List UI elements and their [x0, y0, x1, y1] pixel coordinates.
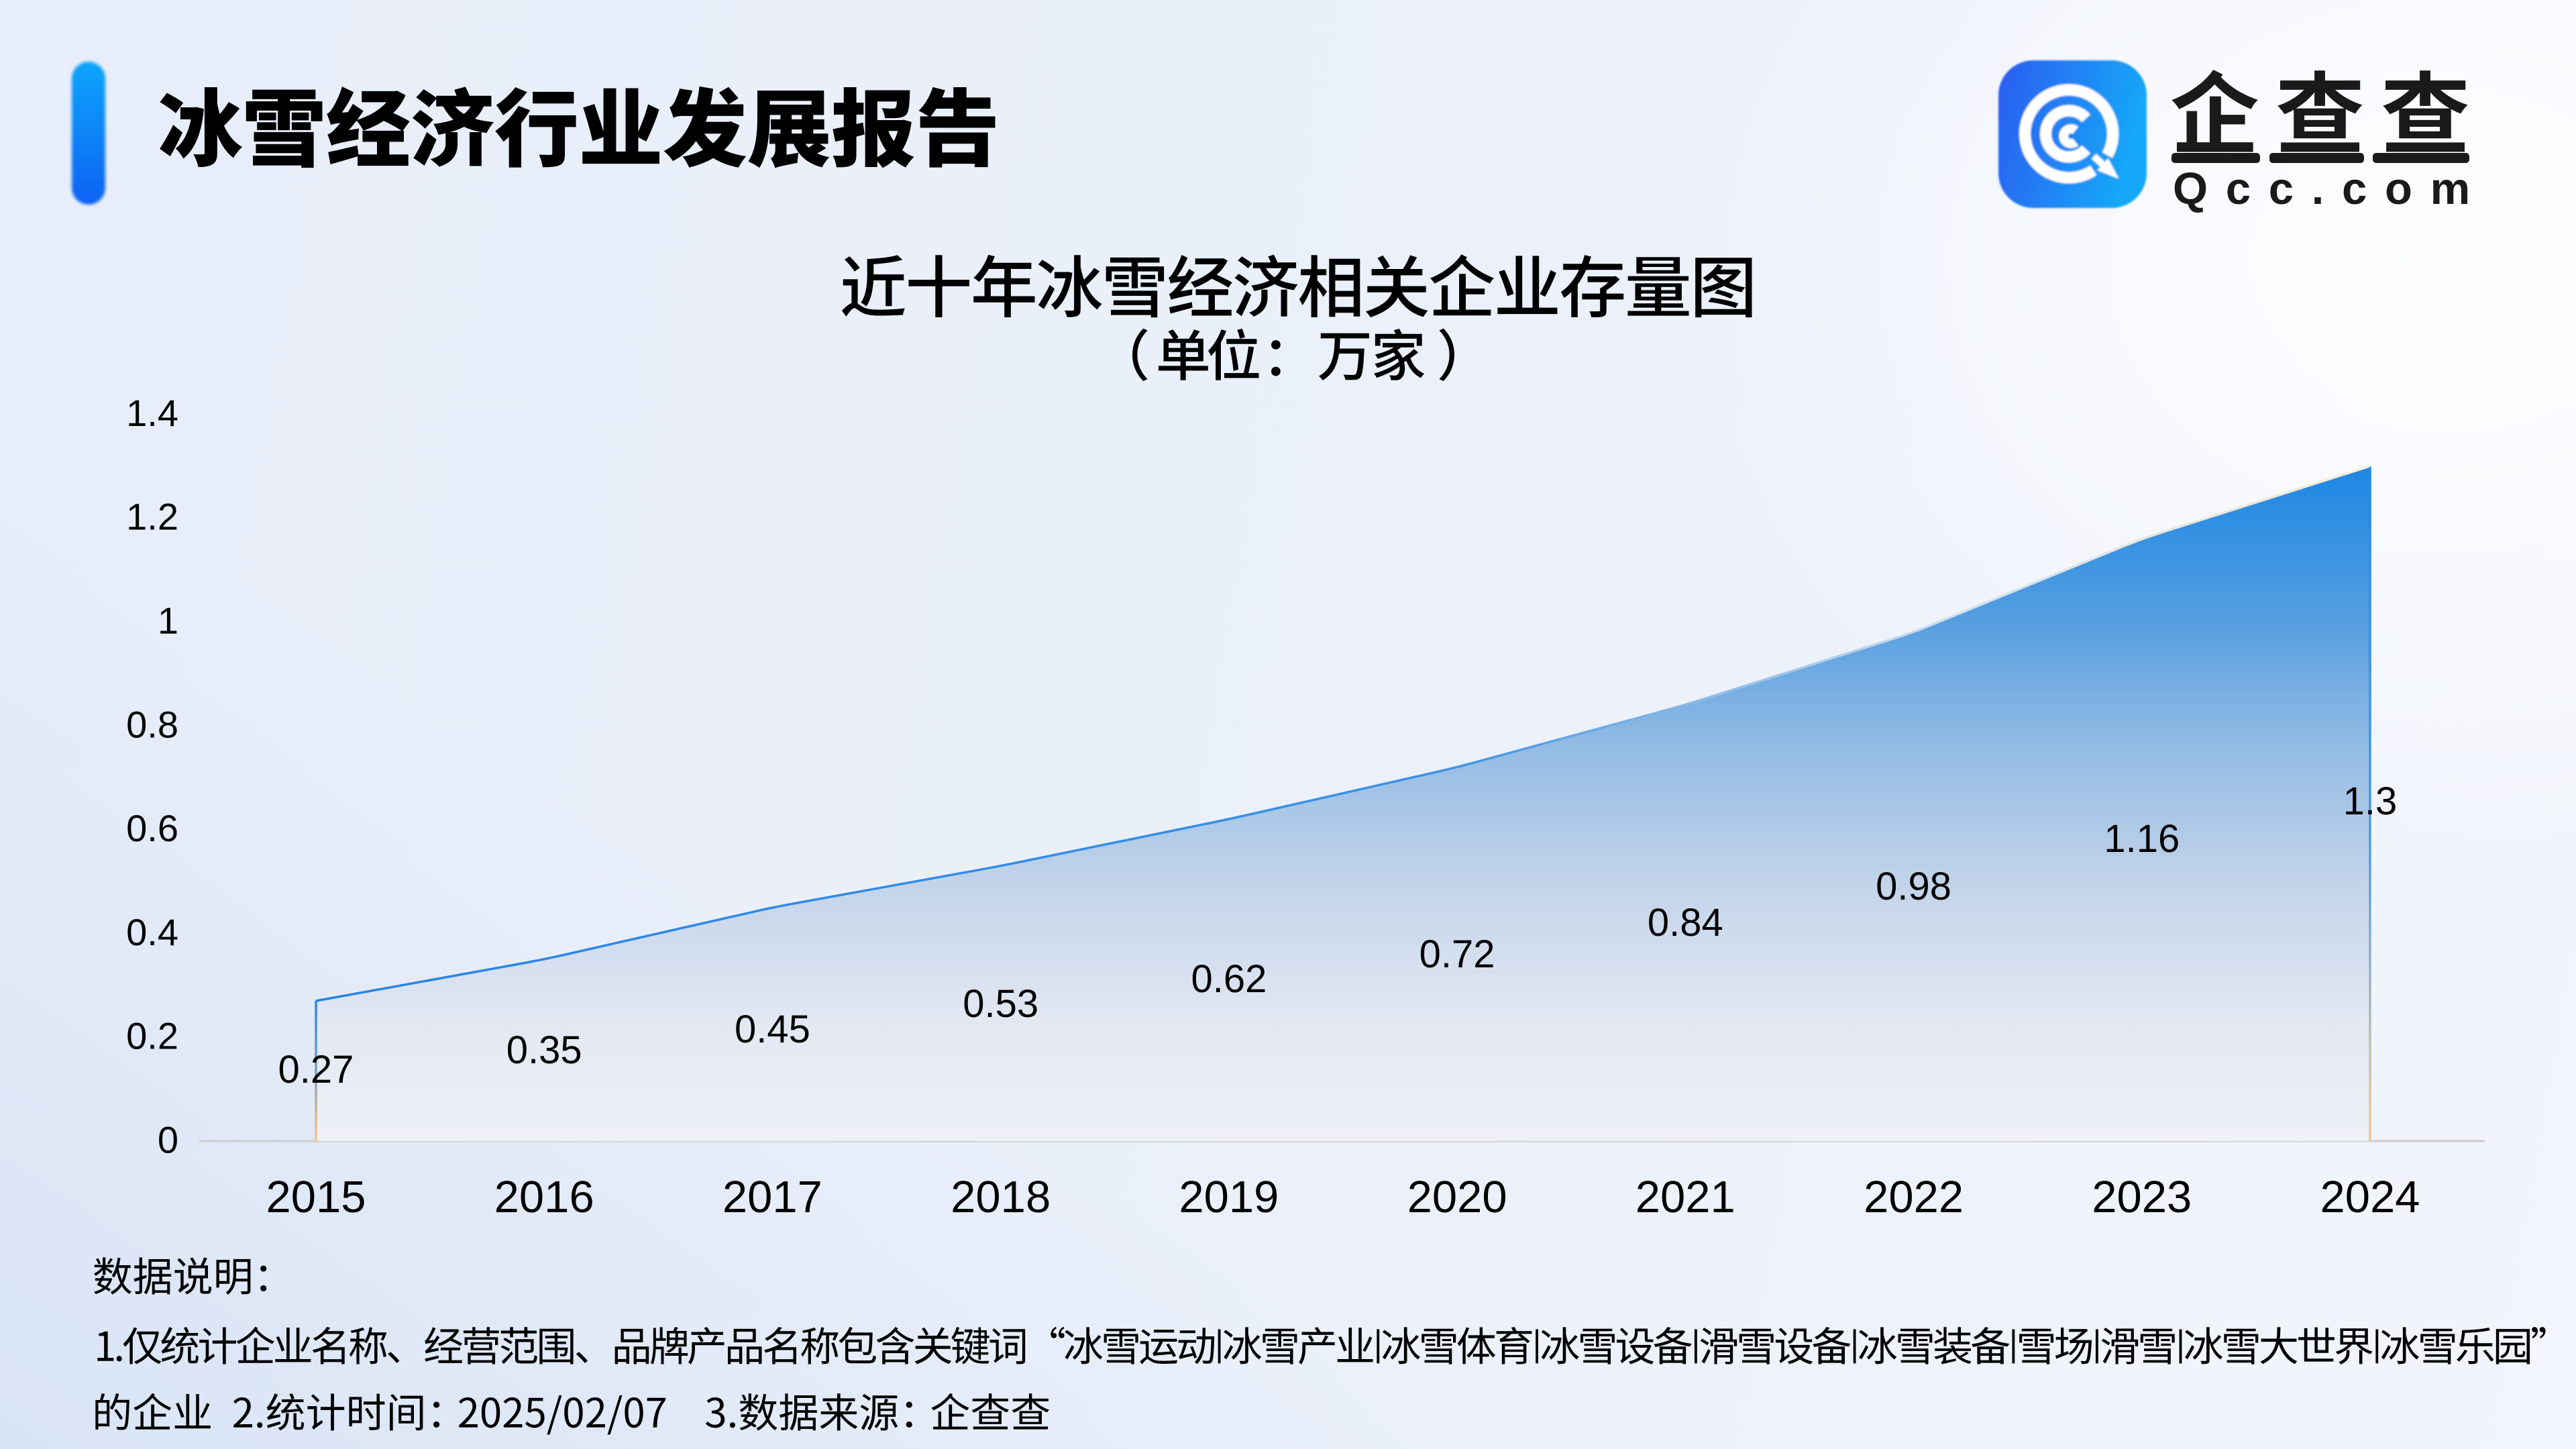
- svg-text:2022: 2022: [1864, 1172, 1964, 1222]
- svg-text:1.2: 1.2: [126, 496, 178, 538]
- svg-text:1.16: 1.16: [2104, 817, 2180, 861]
- svg-text:0.72: 0.72: [1419, 932, 1495, 976]
- svg-text:0.62: 0.62: [1191, 957, 1267, 1001]
- svg-text:0.6: 0.6: [126, 807, 178, 849]
- svg-text:Qcc.com: Qcc.com: [2173, 164, 2488, 214]
- svg-text:0.2: 0.2: [126, 1015, 178, 1057]
- svg-text:0.8: 0.8: [126, 703, 178, 745]
- svg-text:0: 0: [158, 1119, 178, 1161]
- svg-text:2024: 2024: [2320, 1172, 2420, 1222]
- svg-text:0.98: 0.98: [1876, 865, 1951, 908]
- svg-text:1.4: 1.4: [126, 392, 178, 434]
- svg-text:2015: 2015: [266, 1172, 366, 1222]
- svg-text:2021: 2021: [1635, 1172, 1735, 1222]
- svg-text:0.84: 0.84: [1648, 901, 1723, 945]
- svg-text:0.4: 0.4: [126, 911, 178, 953]
- svg-text:2017: 2017: [722, 1172, 822, 1222]
- svg-text:2018: 2018: [951, 1172, 1051, 1222]
- svg-text:0.53: 0.53: [963, 982, 1038, 1026]
- svg-text:2023: 2023: [2092, 1172, 2192, 1222]
- svg-text:1.3: 1.3: [2343, 780, 2398, 823]
- svg-text:1: 1: [158, 600, 178, 642]
- svg-text:0.45: 0.45: [735, 1008, 810, 1051]
- svg-text:2019: 2019: [1179, 1172, 1279, 1222]
- svg-text:0.35: 0.35: [506, 1028, 582, 1072]
- svg-text:0.27: 0.27: [278, 1048, 354, 1091]
- svg-text:2016: 2016: [494, 1172, 594, 1222]
- svg-text:2020: 2020: [1407, 1172, 1507, 1222]
